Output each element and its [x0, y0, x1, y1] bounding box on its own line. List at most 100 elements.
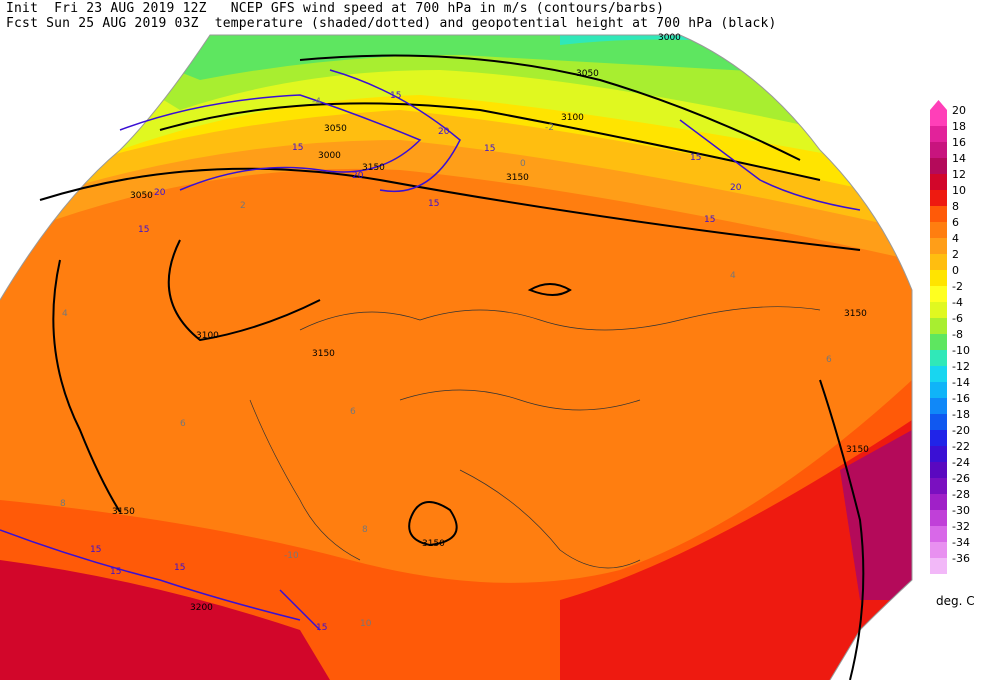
height-label-3150-a: 3150 [506, 173, 529, 183]
legend-swatch [930, 462, 947, 478]
legend-tick-label: -30 [952, 504, 970, 517]
legend-swatch [930, 366, 947, 382]
header-line-forecast: Fcst Sun 25 AUG 2019 03Z temperature (sh… [6, 16, 777, 31]
legend-tick-label: -4 [952, 296, 963, 309]
legend-tick-label: -12 [952, 360, 970, 373]
height-label-3150-e: 3150 [112, 507, 135, 517]
wind-label-15-k: 15 [292, 143, 303, 153]
temp-label-6-b: 6 [350, 407, 356, 417]
legend-tick-label: -20 [952, 424, 970, 437]
legend-unit: deg. C [936, 594, 975, 608]
wind-label-15-b: 15 [138, 225, 149, 235]
temp-label-2: 2 [240, 201, 246, 211]
temp-label-8-a: 8 [60, 499, 66, 509]
legend-tick-label: 18 [952, 120, 966, 133]
wind-contours [0, 69, 861, 631]
wind-label-20-a: 20 [438, 127, 450, 137]
legend-tick-label: -32 [952, 520, 970, 533]
height-label-3150-g: 3150 [362, 163, 385, 173]
wind-label-15-a: 15 [390, 91, 401, 101]
legend-tick-label: -16 [952, 392, 970, 405]
legend-tick-label: -24 [952, 456, 970, 469]
wind-label-20-c: 20 [730, 183, 742, 193]
legend-swatch [930, 398, 947, 414]
legend-swatch [930, 126, 947, 142]
legend-tick-label: -18 [952, 408, 970, 421]
legend-tick-label: 0 [952, 264, 959, 277]
legend-swatch [930, 158, 947, 174]
wind-label-15-c: 15 [428, 199, 439, 209]
legend-swatch [930, 238, 947, 254]
height-label-3150-d: 3150 [846, 445, 869, 455]
legend-tick-label: 10 [952, 184, 966, 197]
legend-swatch [930, 494, 947, 510]
wind-label-15-h: 15 [110, 567, 121, 577]
legend-swatch [930, 206, 947, 222]
legend-tick-label: 2 [952, 248, 959, 261]
temp-label-6-a: 6 [180, 419, 186, 429]
legend-tick-label: 16 [952, 136, 966, 149]
legend-swatch [930, 446, 947, 462]
height-label-3100-a: 3100 [561, 113, 584, 123]
wind-label-15-j: 15 [316, 623, 327, 633]
legend-tick-label: -26 [952, 472, 970, 485]
wind-label-20-b: 20 [154, 188, 166, 198]
temp-label-4-a: 4 [62, 309, 68, 319]
legend-swatch [930, 110, 947, 126]
temperature-color-legend: 20 18 16 14 12 10 8 6 4 2 0 -2 -4 -6 -8 -10 -12 -14 -16 -18… [930, 100, 1000, 580]
height-contours [39, 54, 865, 680]
legend-swatch [930, 510, 947, 526]
wind-label-15-g: 15 [90, 545, 101, 555]
map-boundary [0, 34, 913, 680]
height-label-3000-b: 3000 [318, 151, 341, 161]
height-label-3150-f: 3150 [422, 539, 445, 549]
height-label-3050-b: 3050 [324, 124, 347, 134]
legend-tick-label: -36 [952, 552, 970, 565]
legend-swatch [930, 430, 947, 446]
header-line-init: Init Fri 23 AUG 2019 12Z NCEP GFS wind s… [6, 1, 665, 16]
wind-label-20-d: 20 [352, 171, 364, 181]
legend-swatch [930, 558, 947, 574]
legend-swatch [930, 382, 947, 398]
legend-swatch [930, 334, 947, 350]
legend-swatch [930, 142, 947, 158]
height-label-3150-b: 3150 [312, 349, 335, 359]
legend-swatch [930, 222, 947, 238]
legend-tick-label: 14 [952, 152, 966, 165]
map-labels: 3000 3050 3050 3100 3150 3100 3150 3150 … [60, 33, 869, 633]
legend-swatch [930, 414, 947, 430]
temp-label-6-c: 6 [826, 355, 832, 365]
legend-tick-label: -8 [952, 328, 963, 341]
wind-label-15-d: 15 [690, 153, 701, 163]
legend-swatch [930, 478, 947, 494]
temp-label-minus4: -4 [312, 97, 321, 107]
legend-tick-label: 20 [952, 104, 966, 117]
legend-swatch [930, 350, 947, 366]
temp-label-4-b: 4 [730, 271, 736, 281]
legend-tick-label: -22 [952, 440, 970, 453]
height-label-3200: 3200 [190, 603, 213, 613]
temp-label-10: 10 [360, 619, 372, 629]
legend-swatch [930, 174, 947, 190]
legend-swatch [930, 302, 947, 318]
wind-label-15-e: 15 [484, 144, 495, 154]
legend-tick-label: -28 [952, 488, 970, 501]
temp-label-minus10: -10 [284, 551, 299, 561]
legend-swatch [930, 286, 947, 302]
legend-tick-label: -14 [952, 376, 970, 389]
legend-swatch [930, 254, 947, 270]
legend-tick-label: 8 [952, 200, 959, 213]
legend-swatch [930, 318, 947, 334]
legend-swatch [930, 542, 947, 558]
temp-label-8-b: 8 [362, 525, 368, 535]
height-label-3150-c: 3150 [844, 309, 867, 319]
legend-tick-label: 12 [952, 168, 966, 181]
legend-tick-label: 6 [952, 216, 959, 229]
legend-swatch [930, 190, 947, 206]
temp-label-minus2: -2 [545, 123, 554, 133]
legend-swatch [930, 526, 947, 542]
legend-tick-label: -6 [952, 312, 963, 325]
height-label-3050-a: 3050 [576, 69, 599, 79]
